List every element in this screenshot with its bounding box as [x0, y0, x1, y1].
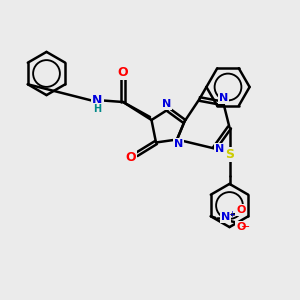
Text: H: H: [93, 103, 102, 114]
Text: −: −: [241, 222, 250, 233]
Text: N: N: [221, 212, 230, 222]
Text: N: N: [219, 93, 228, 103]
Text: +: +: [228, 210, 235, 219]
Text: O: O: [236, 222, 245, 232]
Text: N: N: [215, 143, 224, 154]
Text: O: O: [118, 66, 128, 79]
Text: O: O: [126, 151, 136, 164]
Text: N: N: [92, 94, 103, 107]
Text: O: O: [236, 205, 245, 215]
Text: N: N: [162, 99, 171, 109]
Text: S: S: [225, 148, 234, 161]
Text: N: N: [174, 139, 183, 149]
